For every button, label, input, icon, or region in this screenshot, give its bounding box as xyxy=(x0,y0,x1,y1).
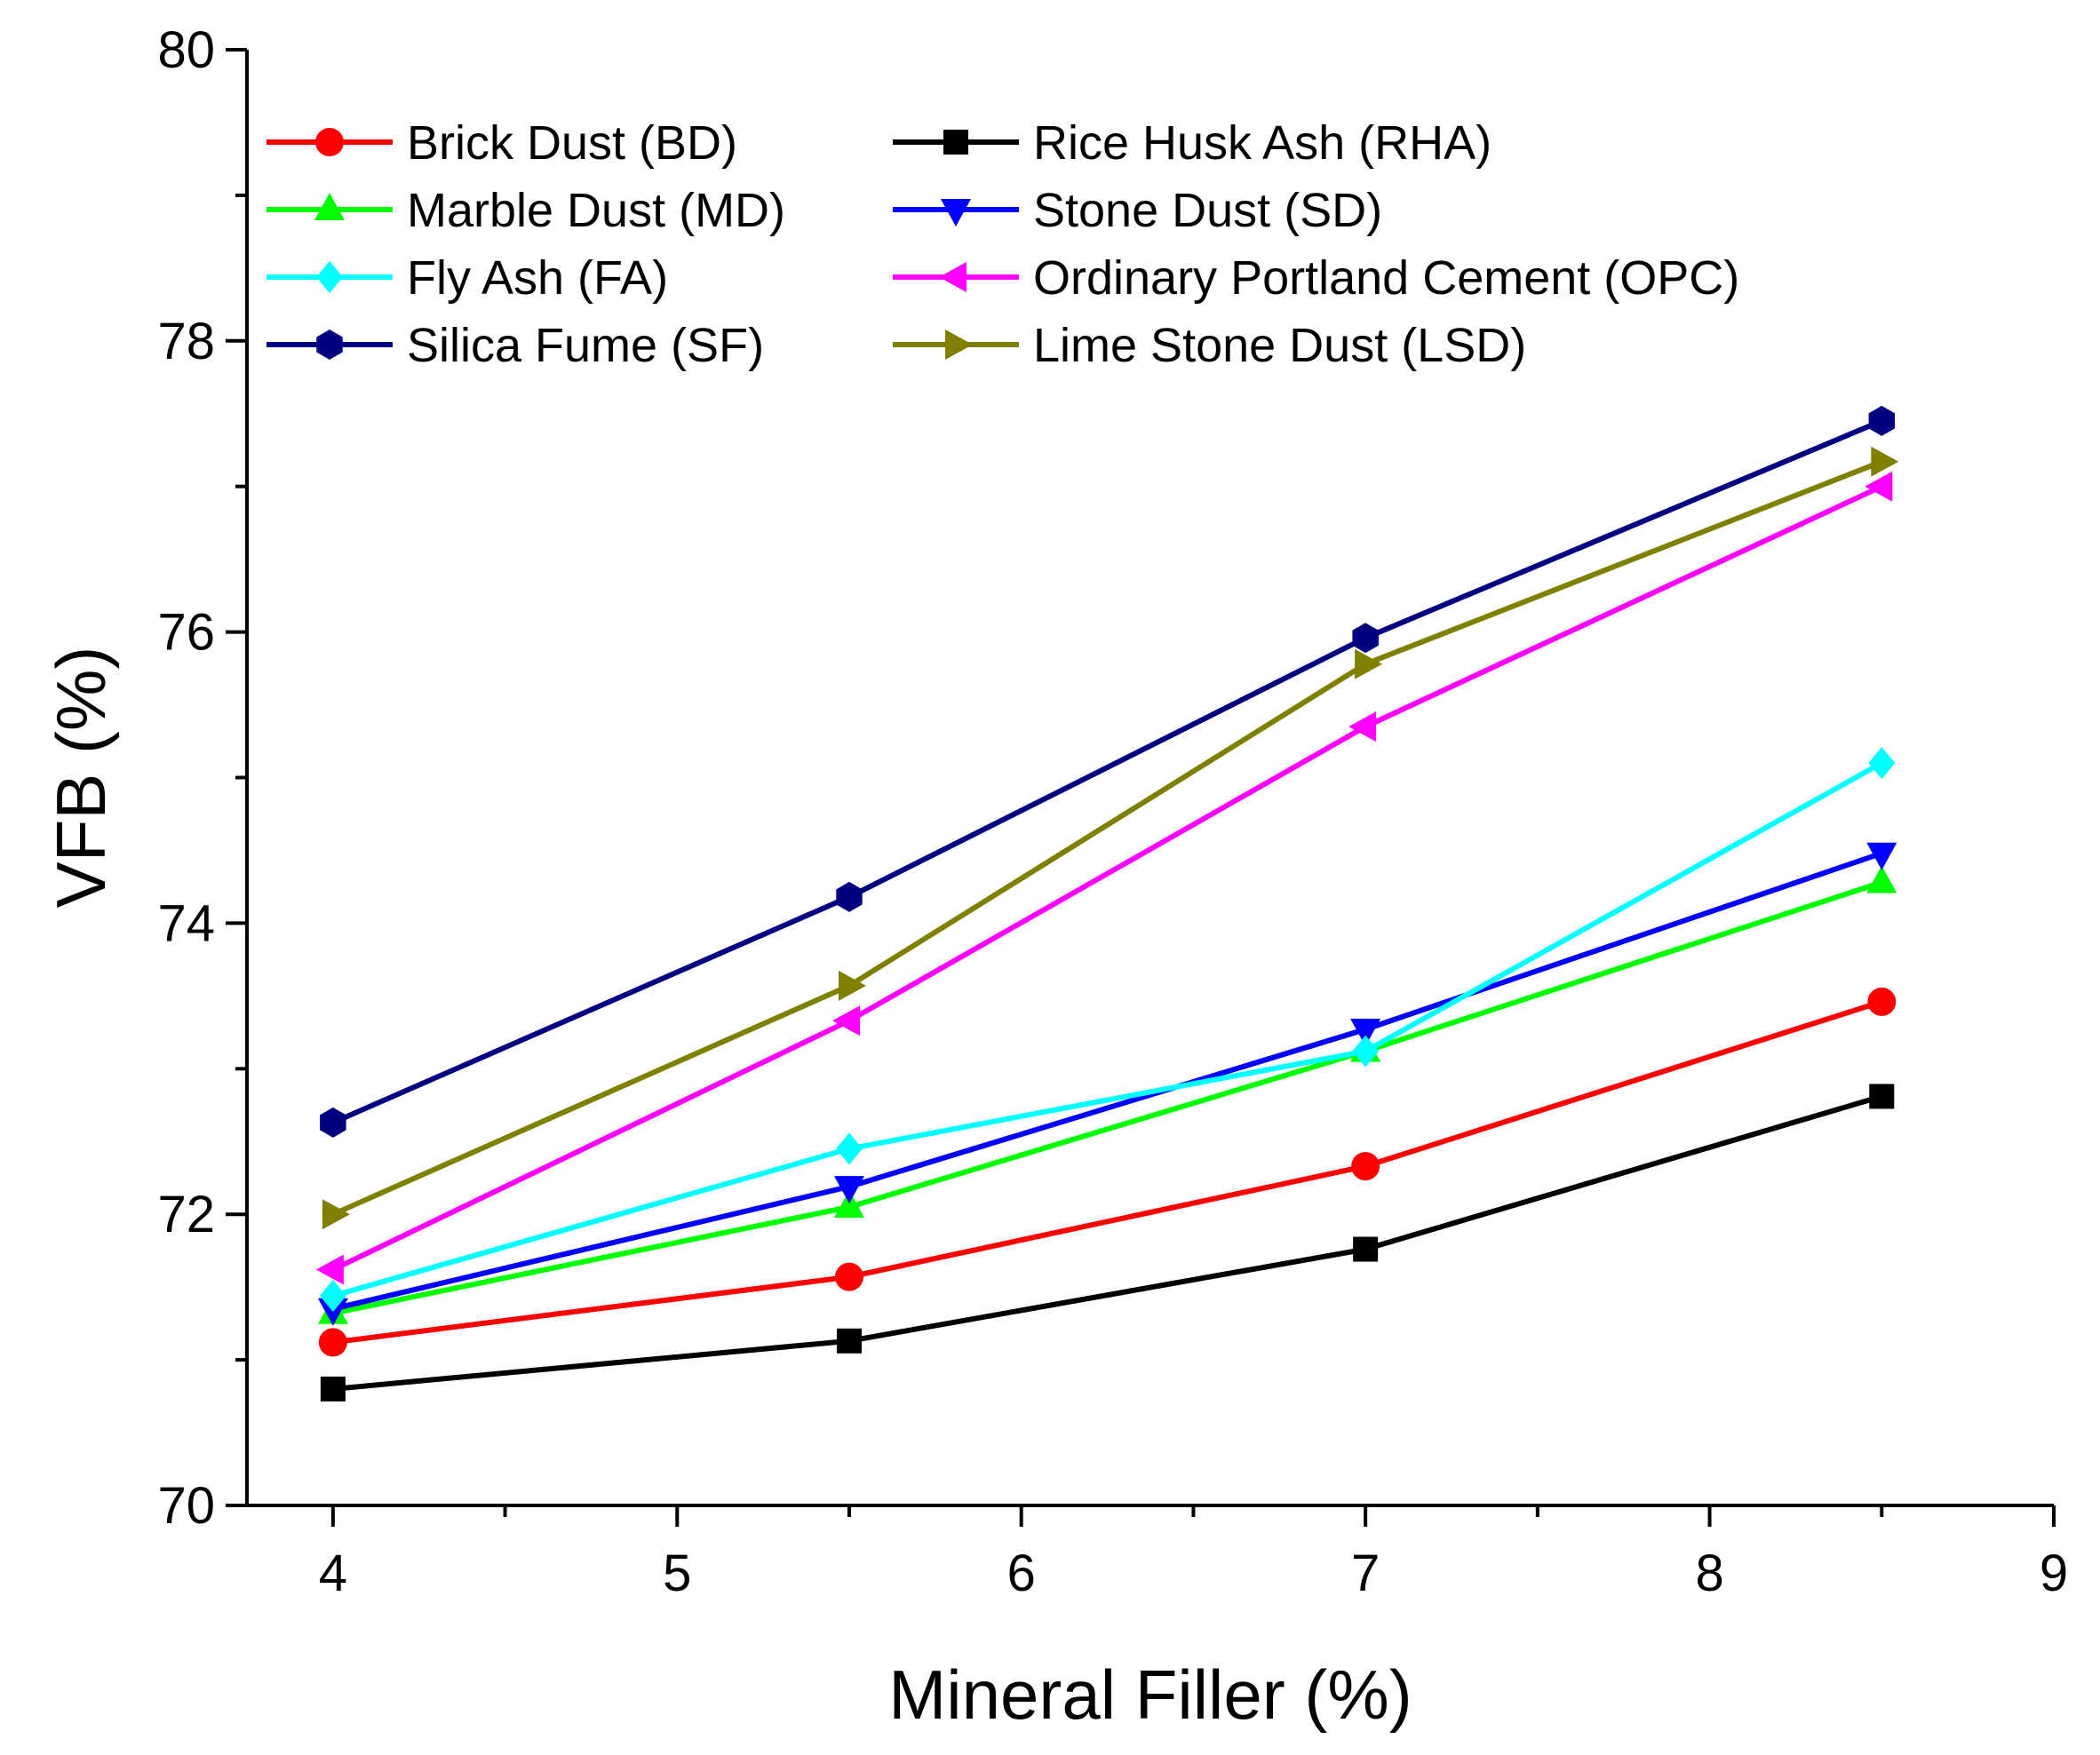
data-point xyxy=(1866,842,1897,870)
series-line xyxy=(331,459,1883,1217)
legend-item: Stone Dust (SD) xyxy=(893,184,1382,237)
data-point xyxy=(832,1005,860,1036)
data-point xyxy=(1350,1019,1381,1046)
data-point xyxy=(834,1190,864,1218)
data-point xyxy=(317,1298,348,1326)
legend-item: Lime Stone Dust (LSD) xyxy=(893,319,1526,372)
y-tick-label: 72 xyxy=(157,1186,215,1243)
series-6 xyxy=(320,405,1895,1138)
data-point xyxy=(1869,1084,1895,1109)
legend-marker xyxy=(316,261,343,293)
legend-marker xyxy=(314,193,345,220)
series-line xyxy=(332,760,1883,1298)
y-ticks: 70 72 74 76 78 80 xyxy=(157,21,247,1535)
y-tick-label: 78 xyxy=(157,313,215,370)
x-axis-title: Mineral Filler (%) xyxy=(888,1656,1412,1734)
data-point xyxy=(1353,1236,1379,1262)
series-line xyxy=(332,1093,1883,1392)
series-1 xyxy=(320,1084,1895,1402)
data-point xyxy=(834,1176,864,1204)
data-point xyxy=(319,1280,346,1312)
data-point xyxy=(1352,1035,1380,1068)
data-point xyxy=(836,881,863,912)
legend-marker xyxy=(315,128,344,156)
y-tick-label: 80 xyxy=(157,21,215,79)
y-axis-title: VFB (%) xyxy=(42,647,120,909)
legend-item: Ordinary Portland Cement (OPC) xyxy=(893,251,1739,305)
legend-marker xyxy=(941,199,971,226)
legend-item: Brick Dust (BD) xyxy=(266,116,737,170)
data-point xyxy=(1352,623,1379,654)
x-ticks: 4 5 6 7 8 9 xyxy=(319,1505,2068,1602)
legend-label: Ordinary Portland Cement (OPC) xyxy=(1033,251,1739,305)
legend-item: Silica Fume (SF) xyxy=(266,319,764,372)
series-line xyxy=(331,483,1883,1273)
data-point xyxy=(318,1328,347,1357)
y-tick-label: 74 xyxy=(157,894,215,952)
legend-item: Fly Ash (FA) xyxy=(266,251,668,305)
legend-label: Marble Dust (MD) xyxy=(407,184,785,237)
data-point xyxy=(1348,711,1377,742)
data-point xyxy=(839,970,866,1001)
legend-marker xyxy=(939,262,966,292)
legend-label: Brick Dust (BD) xyxy=(407,116,737,170)
data-point xyxy=(1868,405,1895,436)
series-0 xyxy=(318,987,1897,1357)
data-point xyxy=(1355,648,1383,679)
series-layer xyxy=(315,405,1899,1402)
legend-label: Silica Fume (SF) xyxy=(407,319,764,372)
series-7 xyxy=(322,446,1899,1230)
data-point xyxy=(836,1132,863,1165)
legend-marker xyxy=(945,330,973,360)
legend-marker xyxy=(316,330,343,360)
legend-item: Marble Dust (MD) xyxy=(266,184,785,237)
x-tick-label: 6 xyxy=(1007,1545,1036,1602)
x-tick-label: 5 xyxy=(663,1545,691,1602)
x-tick-label: 8 xyxy=(1695,1545,1723,1602)
legend-label: Fly Ash (FA) xyxy=(407,251,668,305)
legend-label: Rice Husk Ash (RHA) xyxy=(1033,116,1491,170)
series-3 xyxy=(317,842,1897,1326)
data-point xyxy=(1871,446,1899,477)
legend-item: Rice Husk Ash (RHA) xyxy=(893,116,1491,170)
legend: Brick Dust (BD) Rice Husk Ash (RHA) Marble… xyxy=(266,116,1739,372)
data-point xyxy=(320,1107,346,1138)
series-line xyxy=(332,850,1883,1312)
x-tick-label: 9 xyxy=(2040,1545,2068,1602)
data-point xyxy=(1867,987,1897,1016)
data-point xyxy=(1868,747,1896,780)
legend-marker xyxy=(943,130,968,155)
series-4 xyxy=(319,747,1896,1312)
legend-label: Lime Stone Dust (LSD) xyxy=(1033,319,1526,372)
data-point xyxy=(1866,865,1897,893)
y-tick-label: 76 xyxy=(157,604,215,662)
data-point xyxy=(322,1199,350,1230)
data-point xyxy=(1865,471,1893,502)
legend-label: Stone Dust (SD) xyxy=(1033,184,1382,237)
data-point xyxy=(835,1262,863,1291)
x-tick-label: 7 xyxy=(1351,1545,1380,1602)
data-point xyxy=(320,1376,346,1402)
y-tick-label: 70 xyxy=(157,1477,215,1535)
series-5 xyxy=(315,471,1893,1285)
series-line xyxy=(331,418,1883,1125)
series-line xyxy=(332,879,1883,1316)
x-tick-label: 4 xyxy=(319,1545,347,1602)
data-point xyxy=(1351,1152,1380,1181)
series-line xyxy=(332,999,1883,1346)
data-point xyxy=(315,1254,344,1285)
data-point xyxy=(837,1328,862,1354)
